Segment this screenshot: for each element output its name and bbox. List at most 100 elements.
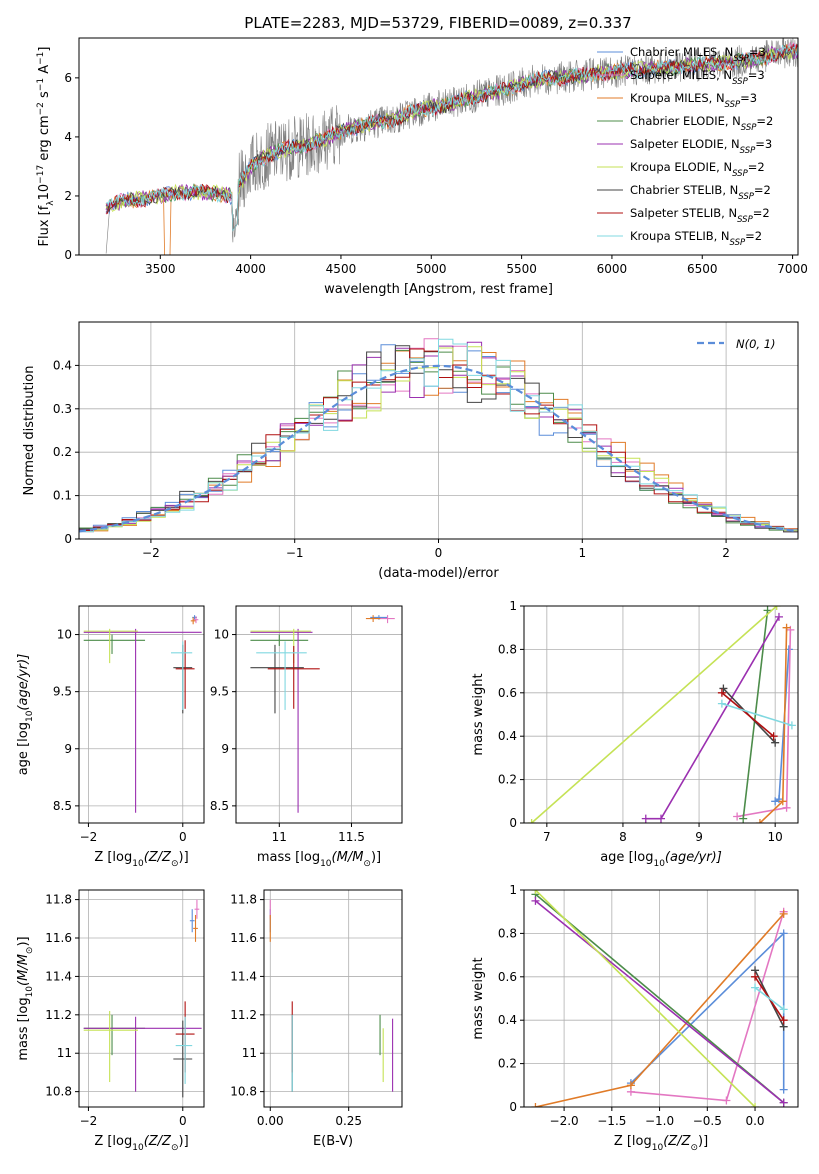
series-marker xyxy=(774,612,783,621)
mass-weight-series xyxy=(534,893,785,1104)
errorbar-point xyxy=(173,1020,193,1098)
x-tick-label: 5500 xyxy=(506,262,537,276)
x-tick-label: 1 xyxy=(578,546,586,560)
spectrum-legend: Chabrier MILES, NSSP=3 Salpeter MILES, NS… xyxy=(597,45,773,248)
y-tick-label: 2 xyxy=(64,189,72,203)
y-tick-label: 10 xyxy=(57,628,72,642)
legend-entry: Kroupa ELODIE, NSSP=2 xyxy=(630,160,765,179)
legend-entry: Kroupa MILES, NSSP=3 xyxy=(630,91,757,110)
series-marker xyxy=(771,738,780,747)
errorbar-point xyxy=(83,634,146,654)
y-tick-label: 9 xyxy=(221,742,229,756)
errorbar-point xyxy=(170,641,193,710)
series-marker xyxy=(626,1081,635,1090)
y-tick-label: 0.8 xyxy=(498,642,517,656)
chart-age-vs-mass: 11 11.5 8.5 9 9.5 10 mass [log10(M/M⊙)] xyxy=(210,605,403,869)
x-tick-label: 4000 xyxy=(235,262,266,276)
y-tick-label: 10 xyxy=(214,628,229,642)
series-marker xyxy=(778,797,787,806)
y-tick-label: 10.8 xyxy=(45,1085,72,1099)
y-tick-label: 9.5 xyxy=(210,685,229,699)
x-tick-label: 0.25 xyxy=(335,1114,362,1128)
plot-area xyxy=(250,615,395,813)
y-tick-label: 11 xyxy=(242,1046,257,1060)
x-tick-label: 4500 xyxy=(326,262,357,276)
series-marker xyxy=(641,814,650,823)
x-tick-label: 7 xyxy=(543,830,551,844)
series-marker xyxy=(763,606,772,615)
y-tick-label: 11.4 xyxy=(45,969,72,983)
legend-entry: Salpeter MILES, NSSP=3 xyxy=(630,68,765,87)
y-axis-label: mass [log10(M/M⊙)] xyxy=(16,936,35,1060)
axes-frame xyxy=(235,605,403,824)
series-marker xyxy=(739,814,748,823)
chart-mass-vs-Z: −2 0 10.8 11 11.2 11.4 11.6 11.8 Z [log10(Z/Z⊙)]… xyxy=(16,889,205,1153)
y-tick-label: 1 xyxy=(509,599,517,613)
plot-area xyxy=(83,899,202,1098)
x-tick-label: 0 xyxy=(179,830,187,844)
legend-entry: N(0, 1) xyxy=(736,337,776,351)
y-tick-label: 11.2 xyxy=(45,1008,72,1022)
y-tick-label: 10.8 xyxy=(230,1085,257,1099)
y-tick-label: 0.4 xyxy=(53,358,72,372)
y-tick-label: 9 xyxy=(64,742,72,756)
y-tick-label: 4 xyxy=(64,130,72,144)
x-tick-label: 5000 xyxy=(416,262,447,276)
series-marker xyxy=(717,699,726,708)
x-tick-label: −2 xyxy=(80,1114,98,1128)
y-tick-label: 6 xyxy=(64,71,72,85)
x-tick-label: 9 xyxy=(695,830,703,844)
series-marker xyxy=(782,803,791,812)
errorbar-point xyxy=(378,615,395,624)
y-tick-label: 1 xyxy=(509,883,517,897)
x-tick-label: 11.5 xyxy=(338,830,365,844)
x-tick-label: 2 xyxy=(722,546,730,560)
y-tick-label: 11.6 xyxy=(230,931,257,945)
mass-weight-series xyxy=(645,616,780,820)
y-tick-label: 11.8 xyxy=(45,893,72,907)
x-tick-label: −1.5 xyxy=(597,1114,626,1128)
y-tick-label: 0.4 xyxy=(498,1013,517,1027)
chart-mass-weight-vs-Z: −2.0 −1.5 −1.0 −0.5 0.0 0 0.2 0.4 0.6 0.8 1 Z [log1… xyxy=(471,883,799,1153)
y-tick-label: 0 xyxy=(509,1100,517,1114)
axes-frame xyxy=(523,889,799,1108)
y-axis-label: Normed distribution xyxy=(22,366,37,496)
errorbar-point xyxy=(189,909,195,933)
y-tick-label: 0.2 xyxy=(53,445,72,459)
errorbar-point xyxy=(83,1010,138,1083)
y-tick-label: 0 xyxy=(64,248,72,262)
chart-mass-vs-EBV: 0.00 0.25 10.8 11 11.2 11.4 11.6 11.8 E(B-V) xyxy=(230,889,403,1149)
x-tick-label: 6000 xyxy=(597,262,628,276)
legend-entry: Salpeter ELODIE, NSSP=3 xyxy=(630,137,772,156)
y-axis-label: mass weight xyxy=(471,957,486,1039)
legend-entry: Kroupa STELIB, NSSP=2 xyxy=(630,229,762,248)
y-tick-label: 0.6 xyxy=(498,970,517,984)
x-tick-label: 8 xyxy=(619,830,627,844)
mass-weight-series xyxy=(534,900,785,1104)
x-tick-label: 10 xyxy=(768,830,783,844)
normal-curve xyxy=(79,364,798,533)
y-tick-label: 0.8 xyxy=(498,926,517,940)
errorbar-point xyxy=(256,641,307,710)
errorbar-point xyxy=(175,1016,193,1084)
legend-entry: Chabrier STELIB, NSSP=2 xyxy=(630,183,771,202)
plot-area xyxy=(83,615,202,813)
plot-area xyxy=(105,38,798,255)
x-axis-label: age [log10(age/yr)] xyxy=(600,850,722,869)
y-tick-label: 0 xyxy=(64,532,72,546)
series-marker xyxy=(782,623,791,632)
y-tick-label: 9.5 xyxy=(53,685,72,699)
errorbar-point xyxy=(250,644,304,714)
series-marker xyxy=(751,972,760,981)
y-tick-label: 0.1 xyxy=(53,489,72,503)
series-marker xyxy=(772,606,781,610)
series-marker xyxy=(769,732,778,741)
plot-area xyxy=(531,890,788,1107)
residual-histogram xyxy=(79,338,798,533)
series-marker xyxy=(779,909,788,918)
y-axis-label: age [log10(age/yr)] xyxy=(16,654,35,776)
x-tick-label: −1.0 xyxy=(645,1114,674,1128)
chart-age-vs-Z: −2 0 8.5 9 9.5 10 Z [log10(Z/Z⊙)] age [log10(ag… xyxy=(16,605,205,869)
series-marker xyxy=(719,684,728,693)
